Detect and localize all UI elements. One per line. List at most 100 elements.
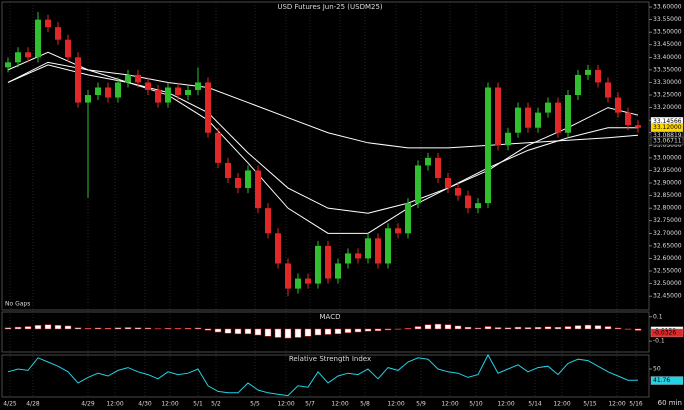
candle-body (495, 87, 501, 146)
candle-body (465, 195, 471, 209)
macd-bar (304, 328, 312, 337)
candle-body (325, 245, 331, 279)
macd-bar (84, 328, 92, 330)
x-tick-label: 12:00 (553, 401, 570, 408)
candle-body (295, 278, 301, 289)
candle-body (85, 95, 91, 103)
candle-body (545, 102, 551, 113)
macd-bar (74, 327, 82, 330)
timeframe: 60 min (658, 399, 682, 407)
candle-body (105, 87, 111, 98)
y-tick-label: 32.70000 (653, 230, 682, 237)
macd-bar (394, 328, 402, 330)
candle-body (475, 203, 481, 209)
candle-body (215, 132, 221, 163)
candle-body (135, 74, 141, 83)
x-tick-label: 4/25 (3, 401, 17, 408)
candle-body (365, 238, 371, 259)
candle-body (305, 278, 311, 284)
y-tick-label: 32.55000 (653, 268, 682, 275)
candle-body (165, 87, 171, 103)
macd-bar (624, 328, 632, 330)
macd-bar (14, 326, 22, 330)
macd-bar (424, 324, 432, 330)
candle-body (315, 245, 321, 284)
y-tick-label: 32.95000 (653, 167, 682, 174)
price-tag-label: 33.14566 (653, 118, 682, 125)
y-tick-label: 33.00000 (653, 154, 682, 161)
macd-bar (24, 326, 32, 330)
macd-bar (494, 327, 502, 330)
price-tag-label: 33.12000 (653, 124, 682, 131)
moving-average (7, 51, 639, 234)
macd-bar (454, 325, 462, 330)
macd-bar (294, 328, 302, 338)
x-tick-label: 12:00 (331, 401, 348, 408)
macd-bar (244, 328, 252, 335)
y-tick-label: 33.20000 (653, 104, 682, 111)
macd-title: MACD (320, 313, 341, 321)
candle-body (515, 107, 521, 133)
candle-body (5, 62, 11, 68)
y-tick-label: 32.45000 (653, 293, 682, 300)
macd-bar (254, 328, 262, 336)
candle-body (445, 178, 451, 189)
macd-bar (124, 327, 132, 330)
candle-body (75, 57, 81, 103)
macd-bar (574, 325, 582, 330)
price-tag-label: 41.76 (653, 377, 670, 384)
x-tick-label: 5/15 (583, 401, 597, 408)
macd-bar (114, 327, 122, 330)
candle-body (615, 97, 621, 113)
x-tick-label: 12:00 (277, 401, 294, 408)
macd-bar (4, 327, 12, 330)
candle-body (255, 170, 261, 209)
macd-bar (564, 326, 572, 330)
candle-body (345, 253, 351, 264)
x-tick-label: 5/8 (360, 401, 370, 408)
candle-body (595, 69, 601, 83)
y-tick-label: -0.1 (653, 338, 665, 345)
x-tick-label: 5/2 (211, 401, 221, 408)
y-tick-label: 32.60000 (653, 255, 682, 262)
x-tick-label: 5/7 (305, 401, 315, 408)
candle-body (485, 87, 491, 204)
macd-bar (584, 324, 592, 330)
candle-body (225, 162, 231, 178)
candle-body (605, 82, 611, 98)
y-tick-label: 33.25000 (653, 92, 682, 99)
candle-body (55, 27, 61, 40)
x-tick-label: 5/10 (469, 401, 483, 408)
candle-body (155, 90, 161, 103)
y-tick-label: 33.55000 (653, 16, 682, 23)
macd-bar (34, 325, 42, 330)
candle-body (285, 263, 291, 289)
price-tag-label: -0.0326 (653, 329, 676, 336)
macd-bar (214, 328, 222, 333)
macd-bar (384, 328, 392, 331)
macd-bar (434, 323, 442, 330)
candle-body (435, 157, 441, 178)
x-tick-label: 12:00 (106, 401, 123, 408)
candle-body (375, 238, 381, 264)
y-tick-label: 50 (653, 366, 661, 373)
candle-body (415, 165, 421, 204)
y-tick-label: 33.35000 (653, 66, 682, 73)
moving-average (7, 64, 638, 214)
candle-body (405, 203, 411, 234)
candle-body (25, 52, 31, 58)
price-tag (650, 136, 684, 146)
candle-body (65, 39, 71, 58)
price-tag-label: 33.06711 (653, 138, 682, 145)
candle-body (35, 19, 41, 58)
y-tick-label: 32.65000 (653, 242, 682, 249)
macd-bar (464, 326, 472, 330)
macd-bar (354, 328, 362, 333)
candle-body (125, 74, 131, 83)
y-tick-label: 32.80000 (653, 205, 682, 212)
y-tick-label: 32.50000 (653, 280, 682, 287)
macd-bar (414, 326, 422, 330)
candle-body (235, 178, 241, 189)
